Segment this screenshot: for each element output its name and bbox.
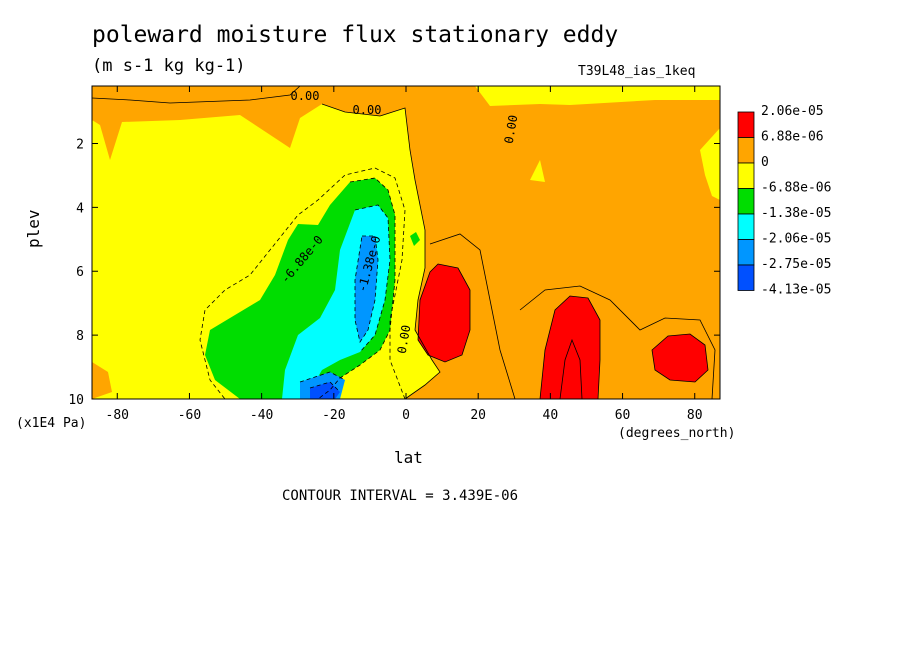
colorbar-label: 0 [761, 155, 769, 170]
x-tick-label: -40 [250, 408, 273, 423]
chart-title: poleward moisture flux stationary eddy [92, 22, 619, 48]
contour-line [559, 338, 583, 400]
x-axis-label: lat [394, 448, 423, 467]
negative-contour-line [199, 167, 406, 400]
colorbar-swatch [737, 239, 755, 266]
region-weak-negative-patch [530, 160, 545, 182]
colorbar-label: 2.06e-05 [761, 104, 824, 119]
negative-contour-line [309, 381, 341, 393]
contour-label: 0.00 [291, 89, 320, 103]
contour-label: 0.00 [502, 114, 521, 145]
dataset-name: T39L48_ias_1keq [578, 64, 696, 79]
contour-line [321, 103, 441, 400]
region-moderate-negative-patch [410, 232, 420, 246]
region-weak-positive-sw [92, 362, 112, 399]
x-tick-label: -20 [322, 408, 345, 423]
colorbar-label: -1.38e-05 [761, 206, 831, 221]
colorbar-label: 6.88e-06 [761, 130, 824, 145]
region-weak-negative-north [475, 86, 720, 106]
contour-interval: CONTOUR INTERVAL = 3.439E-06 [282, 488, 519, 504]
colorbar-swatch [737, 188, 755, 215]
x-tick-label: 60 [615, 408, 631, 423]
region-weak-negative-pole [700, 128, 720, 200]
contour-label: 0.00 [395, 324, 414, 355]
chart-units: (m s-1 kg kg-1) [92, 56, 246, 76]
contour-line [519, 285, 716, 400]
plot-area: 0.000.000.000.00-6.88e-0 -1.38e-0 [91, 85, 721, 400]
y-tick-label: 4 [76, 201, 84, 216]
y-tick-label: 6 [76, 265, 84, 280]
colorbar-swatch [737, 162, 755, 189]
contour-label: 0.00 [353, 103, 382, 117]
region-weak-positive-nw [92, 86, 300, 103]
region-strong-positive-2 [540, 296, 600, 399]
negative-contour-lines [199, 167, 406, 400]
colorbar-swatch [737, 264, 755, 291]
y-tick-label: 8 [76, 329, 84, 344]
colorbar-swatch [737, 111, 755, 138]
contour-lines [91, 85, 716, 400]
x-tick-label: 80 [687, 408, 703, 423]
colorbar-label: -4.13e-05 [761, 283, 831, 298]
colorbar-swatch [737, 137, 755, 164]
contour-line [91, 85, 301, 104]
colorbar-label: -2.06e-05 [761, 232, 831, 247]
y-tick-label: 10 [68, 393, 84, 408]
y-axis-units: (x1E4 Pa) [16, 416, 87, 431]
y-tick-label: 2 [76, 137, 84, 152]
contour-line [539, 295, 601, 400]
colorbar-label: -6.88e-06 [761, 181, 831, 196]
region-strong-positive-3 [652, 334, 708, 382]
region-strong-positive-1 [418, 264, 470, 362]
x-tick-label: 0 [402, 408, 410, 423]
colorbar: 2.06e-05 6.88e-06 0 -6.88e-06 -1.38e-05 -2.06… [737, 104, 831, 298]
colorbar-label: -2.75e-05 [761, 257, 831, 272]
x-tick-label: 40 [543, 408, 559, 423]
colorbar-swatch [737, 213, 755, 240]
contour-line [417, 263, 471, 363]
region-extreme-negative [310, 382, 340, 399]
x-tick-label: -60 [178, 408, 201, 423]
negative-contour-line [354, 204, 391, 353]
negative-contour-line [299, 371, 346, 383]
region-very-strong-negative [355, 236, 378, 342]
y-axis-ticks: 2 4 6 8 10 [68, 137, 720, 408]
negative-contour-line [317, 177, 396, 400]
contour-line [651, 333, 709, 383]
negative-contour-line [354, 235, 379, 343]
x-tick-label: -80 [106, 408, 129, 423]
x-axis-ticks: -80 -60 -40 -20 0 20 40 60 80 [106, 86, 703, 423]
x-tick-label: 20 [470, 408, 486, 423]
contour-line [429, 233, 516, 400]
x-axis-units: (degrees_north) [618, 426, 736, 441]
